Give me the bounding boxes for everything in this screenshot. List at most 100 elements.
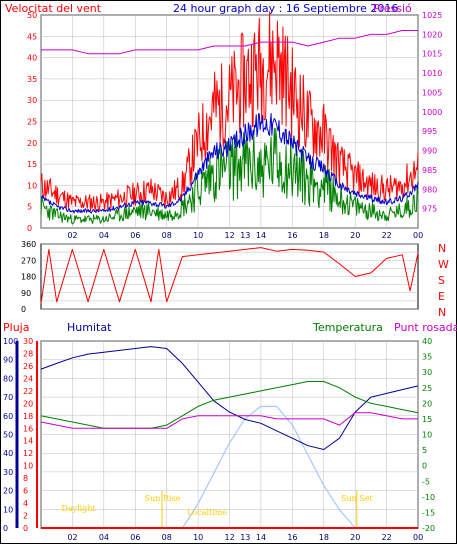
humidity-y-tick: 70 [3,393,13,402]
environment-x-tick: 22 [382,533,392,542]
rain-y-tick: 10 [23,462,33,471]
environment-x-tick: 06 [130,533,140,542]
sunrise-annotation: Sun Rise [145,494,181,503]
localtime-annotation: Localtime [187,508,227,517]
wind-x-tick: 04 [99,231,109,240]
wind-y-tick: 10 [27,181,37,190]
temperature-y-tick: 35 [422,353,432,362]
wind-x-tick: 16 [287,231,297,240]
temperature-y-tick: 40 [422,337,432,346]
direction-y-tick: 360 [21,240,36,249]
environment-x-tick: 16 [287,533,297,542]
rain-y-tick: 14 [23,437,33,446]
rain-y-tick: 8 [23,474,28,483]
environment-x-tick: 00 [413,533,423,542]
wind-x-tick: 22 [382,231,392,240]
header-title: 24 hour graph day : 16 Septiembre 2016 [173,2,398,15]
compass-label: N [438,242,446,255]
rain-y-tick: 20 [23,399,33,408]
temperature-y-tick: 10 [422,431,432,440]
temperature-y-tick: -15 [422,508,435,517]
humidity-y-tick: 100 [3,337,18,346]
rain-y-tick: 2 [23,512,28,521]
rain-y-tick: 12 [23,449,33,458]
wind-y-tick: 5 [27,203,32,212]
wind-x-tick: 02 [67,231,77,240]
environment-x-tick: 18 [319,533,329,542]
direction-y-tick: 180 [21,273,36,282]
humidity-y-tick: 50 [3,431,13,440]
sunset-annotation: Sun Set [341,494,374,503]
wind-x-tick: 12 [225,231,235,240]
pressure-y-tick: 1010 [422,69,442,78]
temperature-y-tick: 20 [422,399,432,408]
temperature-y-tick: -5 [422,477,430,486]
wind-x-tick: 10 [193,231,203,240]
avg-series-line [40,113,419,214]
pressure-y-tick: 995 [422,127,437,136]
compass-label: N [438,306,446,319]
humidity-y-tick: 40 [3,449,13,458]
compass-label: S [438,274,445,287]
green-series-line [40,127,419,225]
rain-y-tick: 16 [23,424,33,433]
gust-series-line [40,11,419,212]
rain-y-tick: 28 [23,349,33,358]
environment-x-tick: 10 [193,533,203,542]
rain-y-tick: 0 [23,524,28,533]
rain-y-tick: 22 [23,387,33,396]
humidity-y-tick: 10 [3,505,13,514]
temperature-y-tick: 25 [422,384,432,393]
environment-x-tick: 02 [67,533,77,542]
humidity-line [40,346,419,450]
environment-x-tick: 13 [240,533,250,542]
wind-y-tick: 35 [27,75,37,84]
wind-x-tick: 13 [240,231,250,240]
pressure-y-tick: 1000 [422,108,442,117]
wind-y-tick: 0 [27,224,32,233]
environment-x-tick: 20 [350,533,360,542]
wind-y-tick: 40 [27,54,37,63]
wind-y-tick: 45 [27,32,37,41]
rain-label: Pluja [3,321,29,334]
direction-y-tick: 90 [21,289,31,298]
wind-x-tick: 06 [130,231,140,240]
direction-y-tick: 270 [21,256,36,265]
environment-x-tick: 08 [162,533,172,542]
pressure-y-tick: 980 [422,185,437,194]
environment-x-tick: 14 [256,533,266,542]
rain-y-tick: 26 [23,362,33,371]
pressure-y-tick: 1025 [422,11,442,20]
pressure-y-tick: 1005 [422,88,442,97]
wind-x-tick: 00 [413,231,423,240]
temperature-label: Temperatura [312,321,383,334]
wind-y-tick: 50 [27,11,37,20]
dewpoint-label: Punt rosada [394,321,457,334]
temperature-y-tick: 15 [422,415,432,424]
rain-y-tick: 6 [23,487,28,496]
rain-y-tick: 30 [23,337,33,346]
pressure-line [41,30,418,55]
pressure-y-tick: 1015 [422,50,442,59]
wind-x-tick: 14 [256,231,266,240]
wind-y-tick: 25 [27,118,37,127]
temperature-y-tick: 5 [422,446,427,455]
rain-y-tick: 18 [23,412,33,421]
humidity-y-tick: 30 [3,468,13,477]
header-right-label: Pressió [373,2,412,15]
wind-y-tick: 15 [27,160,37,169]
rain-y-tick: 4 [23,499,28,508]
humidity-y-tick: 20 [3,487,13,496]
pressure-y-tick: 990 [422,147,437,156]
temperature-y-tick: 30 [422,368,432,377]
humidity-label: Humitat [67,321,112,334]
direction-line [40,247,419,304]
environment-x-tick: 12 [225,533,235,542]
wind-x-tick: 20 [350,231,360,240]
dewpoint-line [40,412,418,429]
compass-label: E [438,290,445,303]
wind-y-tick: 20 [27,139,37,148]
compass-label: W [438,258,449,271]
